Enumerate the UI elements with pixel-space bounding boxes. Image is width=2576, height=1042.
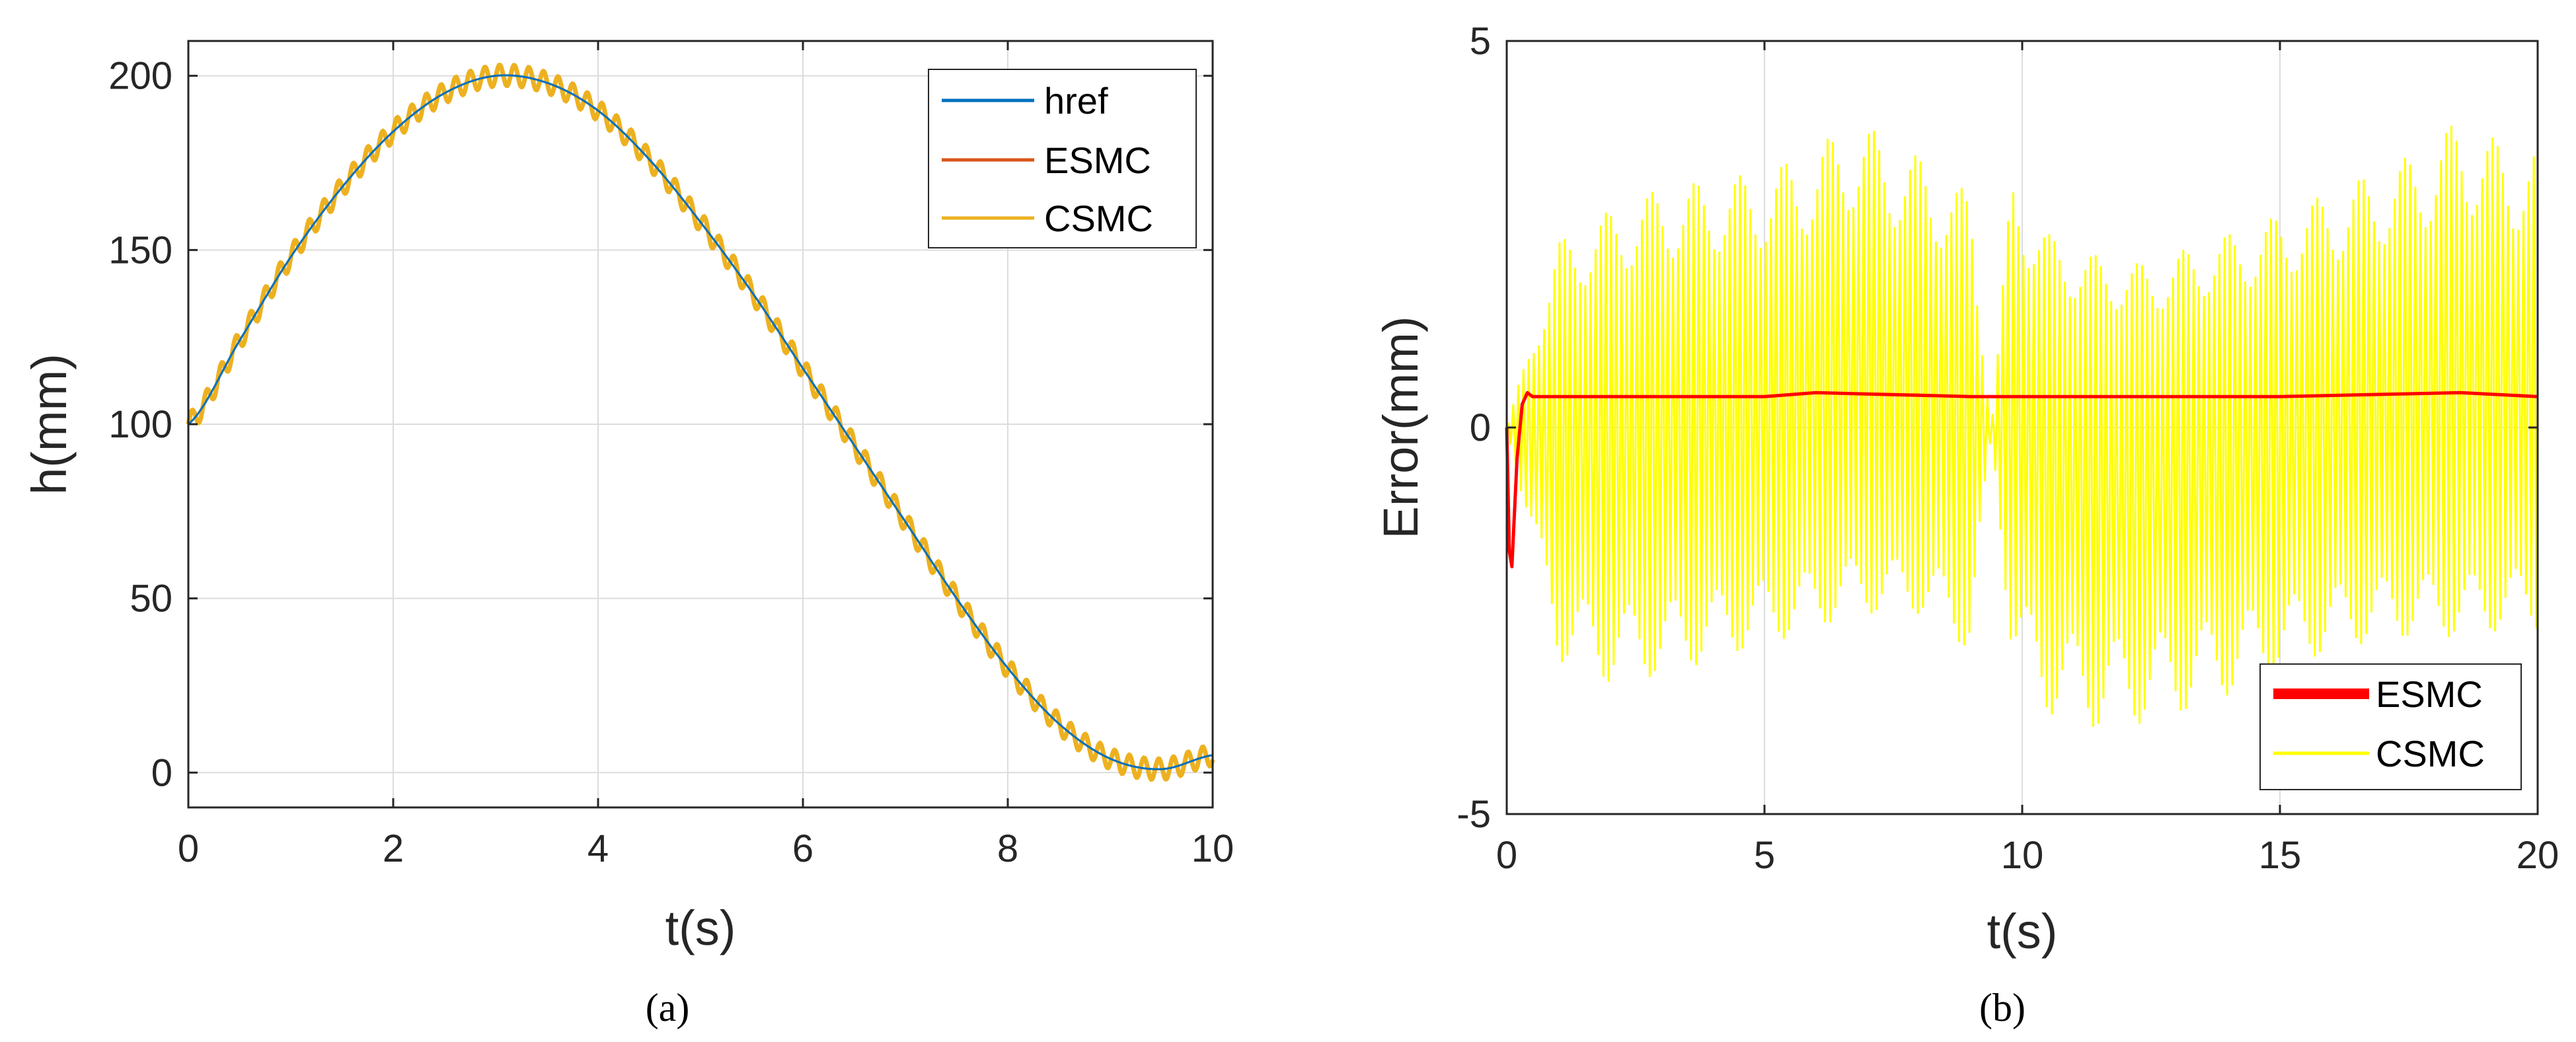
x-tick-label: 2: [383, 827, 404, 870]
x-tick-label: 0: [1496, 834, 1517, 877]
series-lines-a: [186, 62, 1215, 782]
series-lines-b: [1505, 126, 2539, 727]
legend-label-esmc-b: ESMC: [2376, 673, 2483, 715]
legend-label-csmc-a: CSMC: [1044, 198, 1153, 239]
x-axis-label-a: t(s): [665, 901, 736, 955]
x-tick-label: 0: [178, 827, 199, 870]
y-tick-label: 0: [1470, 406, 1491, 449]
x-tick-label: 10: [1192, 827, 1234, 870]
series-line-href-a: [188, 74, 1213, 770]
y-axis-label-a: h(mm): [22, 354, 77, 495]
y-tick-label: 0: [151, 751, 172, 794]
ticks-b: 0 5 10 15 20-505: [1457, 20, 2559, 877]
legend-a: href ESMC CSMC: [928, 69, 1197, 248]
caption-a: (a): [646, 986, 690, 1029]
x-tick-label: 5: [1754, 834, 1775, 877]
x-tick-label: 6: [792, 827, 814, 870]
y-tick-label: -5: [1457, 793, 1491, 836]
series-line-csmc-b: [1505, 126, 2539, 727]
y-tick-label: 50: [130, 577, 172, 620]
legend-label-esmc-a: ESMC: [1044, 139, 1151, 181]
x-tick-label: 4: [587, 827, 609, 870]
x-tick-label: 20: [2517, 834, 2559, 877]
y-axis-label-b: Error(mm): [1373, 316, 1428, 539]
panel-b: 0 5 10 15 20-505 t(s) Error(mm) ESMC CSMC (b…: [1373, 20, 2559, 1029]
legend-label-csmc-b: CSMC: [2376, 733, 2485, 774]
legend-box-b: [2259, 663, 2522, 790]
x-tick-label: 8: [997, 827, 1018, 870]
legend-label-href: href: [1044, 80, 1108, 122]
legend-b: ESMC CSMC: [2259, 663, 2522, 790]
x-tick-label: 10: [2001, 834, 2044, 877]
y-tick-label: 5: [1470, 20, 1491, 63]
x-axis-label-b: t(s): [1987, 904, 2058, 959]
y-tick-label: 100: [108, 403, 172, 446]
series-line-esmc-b: [1505, 391, 2538, 569]
caption-b: (b): [1979, 986, 2026, 1029]
y-tick-label: 150: [108, 229, 172, 272]
x-tick-label: 15: [2259, 834, 2302, 877]
y-tick-label: 200: [108, 55, 172, 98]
series-line-csmc-a: [186, 62, 1215, 782]
